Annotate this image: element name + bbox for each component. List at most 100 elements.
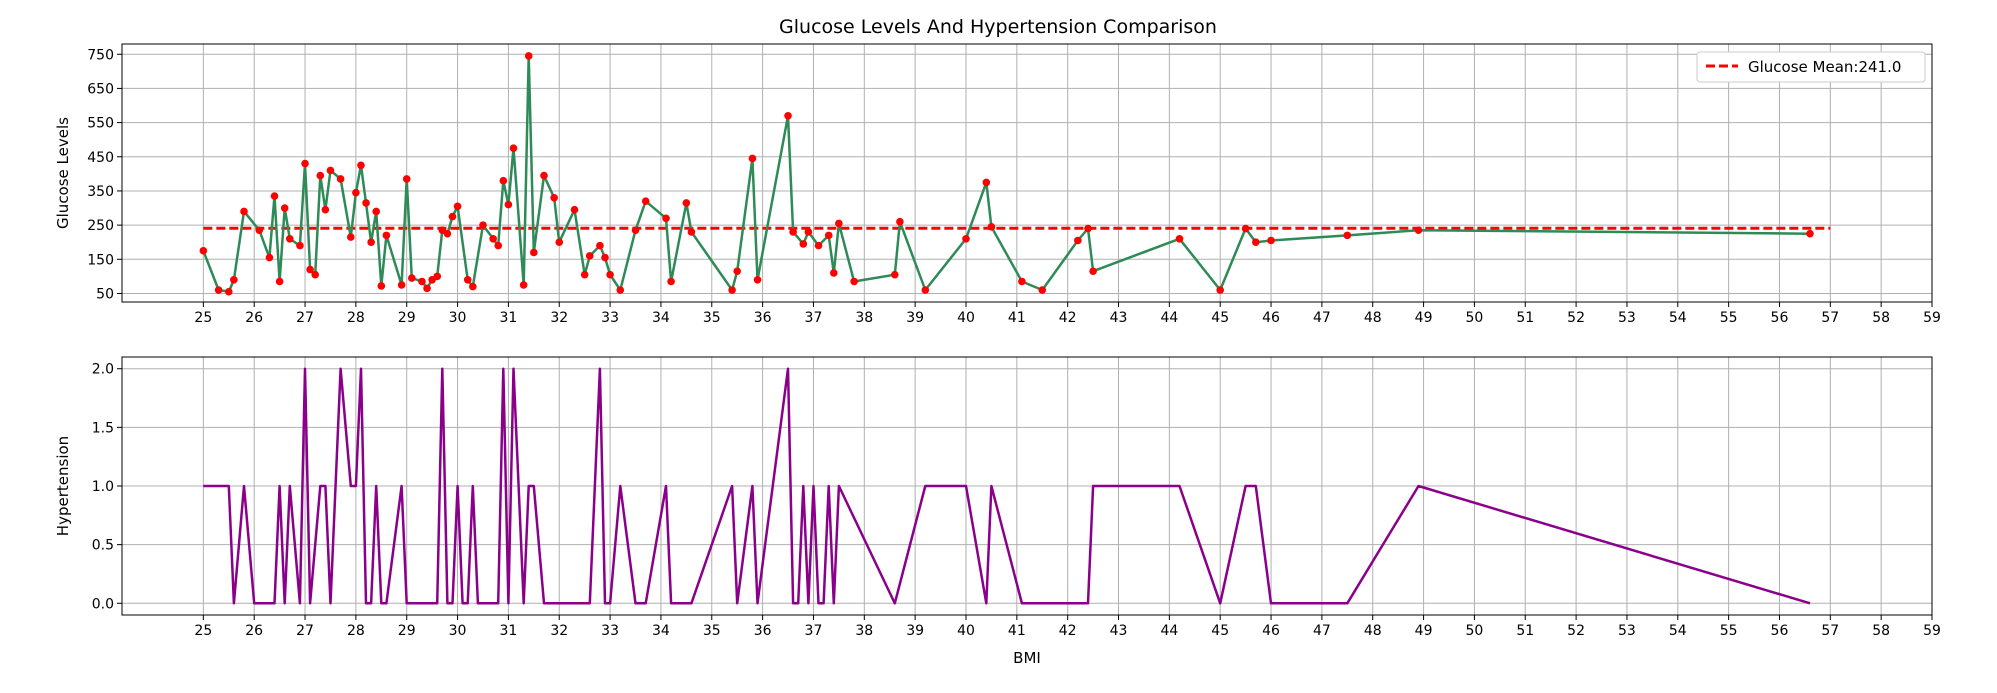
- data-point: [382, 231, 391, 240]
- data-point: [296, 241, 304, 250]
- y-tick-label: 2.0: [92, 362, 114, 378]
- data-point: [448, 212, 457, 221]
- x-tick-label: 43: [1110, 310, 1128, 326]
- data-point: [667, 277, 675, 286]
- x-tick-label: 53: [1618, 310, 1636, 326]
- data-point: [479, 221, 487, 229]
- data-point: [733, 267, 741, 276]
- data-point: [799, 240, 808, 248]
- data-point: [336, 175, 345, 183]
- x-tick-label: 49: [1415, 310, 1433, 326]
- x-tick-label: 56: [1771, 310, 1789, 326]
- y-tick-label: 250: [87, 218, 114, 234]
- y-tick-label: 350: [87, 184, 114, 200]
- data-point: [1038, 286, 1047, 294]
- data-point: [499, 176, 508, 185]
- data-point: [962, 234, 970, 243]
- x-tick-label: 28: [347, 623, 365, 639]
- data-point: [494, 241, 503, 250]
- x-tick-label: 25: [194, 310, 212, 326]
- x-tick-label: 27: [296, 623, 314, 639]
- data-point: [641, 197, 650, 205]
- data-point: [748, 154, 757, 163]
- data-point: [829, 269, 838, 277]
- data-point: [504, 200, 513, 209]
- y-tick-label: 150: [87, 252, 114, 268]
- data-point: [631, 226, 640, 235]
- glucose-y-ticks: 50 150 250 350 450 550 650 750: [87, 47, 122, 302]
- x-tick-label: 42: [1059, 310, 1077, 326]
- data-point: [1074, 236, 1082, 245]
- data-point: [240, 207, 248, 216]
- data-point: [509, 144, 518, 153]
- y-tick-label: 750: [87, 47, 114, 63]
- x-tick-label: 25: [194, 623, 212, 639]
- x-tick-label: 26: [245, 310, 263, 326]
- x-tick-label: 58: [1872, 623, 1890, 639]
- y-tick-label: 0.0: [92, 596, 114, 612]
- x-tick-label: 49: [1415, 623, 1433, 639]
- series-line: [202, 54, 1811, 293]
- hypertension-x-ticks: 25 26 27 28 29 30 31 32 33 34 35 36 37 38 39 40 41 42 43 44…: [194, 615, 1941, 639]
- data-point: [519, 281, 528, 289]
- data-point: [270, 192, 279, 200]
- data-point: [1806, 229, 1814, 238]
- data-point: [397, 281, 406, 289]
- x-tick-label: 42: [1059, 623, 1077, 639]
- data-point: [301, 159, 309, 168]
- data-point: [285, 234, 294, 243]
- x-tick-label: 37: [805, 310, 823, 326]
- x-tick-label: 53: [1618, 623, 1636, 639]
- data-point: [687, 228, 696, 236]
- data-point: [433, 272, 442, 281]
- data-point: [321, 205, 330, 214]
- data-point: [555, 238, 564, 246]
- x-tick-label: 31: [499, 623, 517, 639]
- data-point: [814, 241, 823, 250]
- x-tick-label: 28: [347, 310, 365, 326]
- x-tick-label: 58: [1872, 310, 1890, 326]
- data-point: [753, 275, 762, 284]
- x-tick-label: 38: [855, 623, 873, 639]
- y-tick-label: 1.0: [92, 479, 114, 495]
- x-tick-label: 40: [957, 623, 975, 639]
- x-tick-label: 39: [906, 623, 924, 639]
- glucose-grid: [122, 44, 1933, 302]
- x-tick-label: 47: [1313, 310, 1331, 326]
- data-point: [463, 275, 472, 284]
- data-point: [601, 253, 609, 262]
- data-point: [987, 223, 996, 231]
- x-tick-label: 59: [1923, 310, 1941, 326]
- data-point: [1084, 224, 1092, 233]
- data-point: [377, 282, 386, 290]
- glucose-series: [202, 54, 1811, 293]
- x-tick-label: 40: [957, 310, 975, 326]
- x-tick-label: 33: [601, 623, 619, 639]
- data-point: [346, 233, 355, 241]
- y-tick-label: 550: [87, 116, 114, 132]
- x-tick-label: 52: [1567, 623, 1585, 639]
- data-point: [423, 284, 431, 293]
- data-point: [1175, 234, 1184, 243]
- data-point: [306, 265, 314, 274]
- data-point: [372, 207, 381, 216]
- data-point: [540, 171, 548, 180]
- x-tick-label: 54: [1669, 623, 1687, 639]
- data-point: [1241, 224, 1250, 233]
- chart-title: Glucose Levels And Hypertension Comparis…: [779, 16, 1217, 38]
- glucose-points: [199, 52, 1814, 296]
- data-point: [530, 248, 538, 257]
- glucose-chart: 25 26 27 28 29 30 31 32 33 34 35 36 37 38 39 40 41 42 43 44…: [54, 43, 1941, 326]
- x-tick-label: 57: [1821, 310, 1839, 326]
- glucose-x-ticks: 25 26 27 28 29 30 31 32 33 34 35 36 37 38 39 40 41 42 43 44…: [194, 302, 1941, 326]
- x-tick-label: 46: [1262, 623, 1280, 639]
- glucose-y-axis-label: Glucose Levels: [54, 117, 72, 229]
- hypertension-y-ticks: 0.0 0.5 1.0 1.5 2.0: [92, 362, 122, 612]
- data-point: [896, 217, 904, 226]
- data-point: [1343, 231, 1352, 240]
- data-point: [662, 214, 670, 223]
- data-point: [230, 275, 238, 284]
- x-tick-label: 51: [1516, 310, 1534, 326]
- x-tick-label: 44: [1160, 623, 1178, 639]
